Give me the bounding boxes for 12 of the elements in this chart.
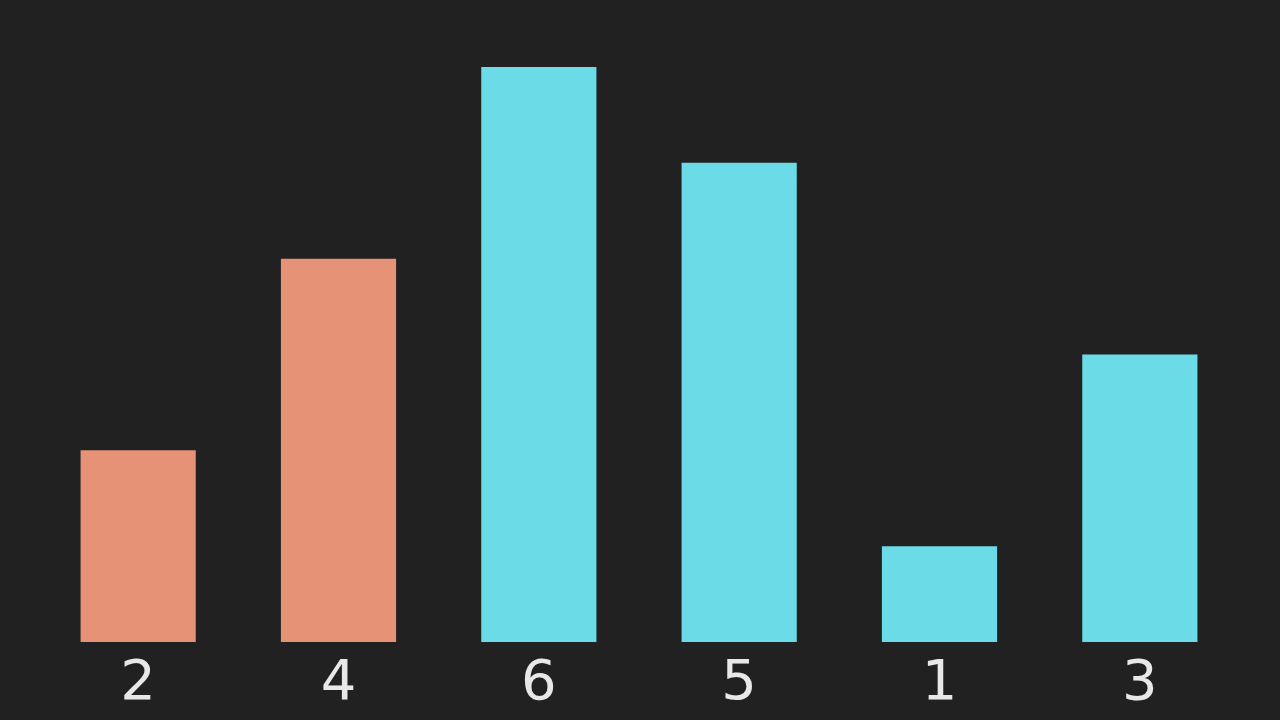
data-label: 2 — [120, 646, 156, 712]
data-label: 5 — [721, 646, 757, 712]
bar — [280, 258, 397, 642]
data-label: 4 — [320, 646, 357, 712]
bar — [80, 450, 196, 642]
data-label: 1 — [921, 646, 958, 712]
bar — [1082, 354, 1198, 642]
data-label: 6 — [521, 646, 557, 712]
bar — [881, 546, 998, 642]
data-label: 3 — [1122, 646, 1158, 712]
bar — [681, 162, 797, 642]
bar — [481, 67, 597, 642]
